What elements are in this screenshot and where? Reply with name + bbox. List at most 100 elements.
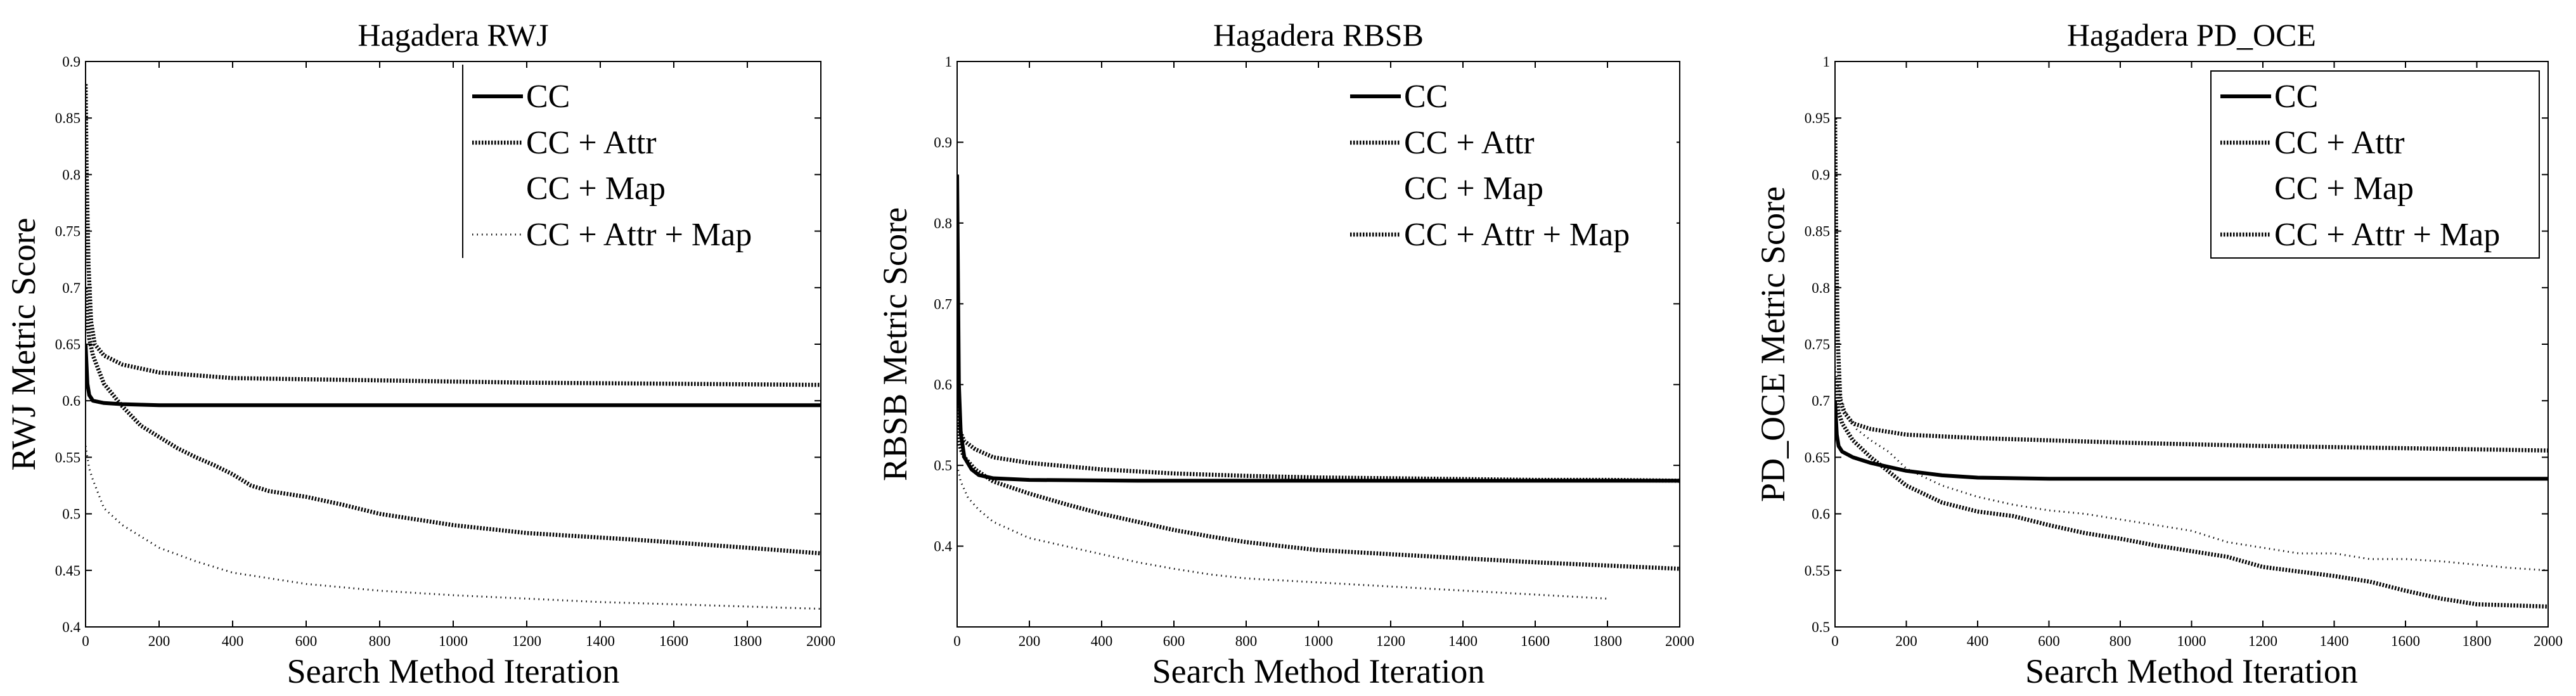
legend-label: CC + Attr + Map — [526, 217, 752, 253]
legend-label: CC + Attr — [1404, 125, 1535, 161]
y-tick-label: 0.6 — [934, 377, 952, 393]
x-tick-label: 1200 — [512, 633, 541, 649]
chart-title: Hagadera PD_OCE — [2067, 17, 2316, 53]
y-tick-label: 0.55 — [1805, 563, 1830, 579]
x-tick-label: 200 — [1019, 633, 1041, 649]
x-axis-label: Search Method Iteration — [1152, 652, 1485, 690]
y-tick-label: 0.95 — [1805, 110, 1830, 126]
x-tick-label: 600 — [295, 633, 318, 649]
series-line-cc-attr-map — [1835, 118, 2548, 453]
series-line-cc — [86, 344, 821, 408]
legend-label: CC — [2274, 79, 2318, 115]
series-line-cc-attr — [1835, 378, 2548, 609]
y-tick-label: 0.65 — [1805, 449, 1830, 465]
x-tick-label: 200 — [148, 633, 171, 649]
chart-title: Hagadera RWJ — [357, 17, 548, 53]
x-tick-label: 1800 — [733, 633, 762, 649]
y-tick-label: 0.9 — [62, 54, 80, 70]
legend-label: CC — [1404, 79, 1448, 115]
series-line-cc-attr — [957, 425, 1680, 571]
legend-border — [2210, 70, 2540, 259]
plot-area — [1835, 118, 2548, 609]
y-tick-label: 0.85 — [1805, 224, 1830, 240]
x-tick-label: 400 — [1091, 633, 1113, 649]
x-tick-label: 1400 — [1448, 633, 1478, 649]
x-tick-label: 800 — [2109, 633, 2132, 649]
series-line-cc — [957, 174, 1680, 483]
y-tick-label: 0.75 — [1805, 337, 1830, 352]
y-tick-label: 0.7 — [934, 296, 952, 312]
y-tick-label: 0.9 — [1812, 167, 1830, 183]
legend-label: CC + Attr + Map — [1404, 217, 1630, 253]
y-tick-label: 0.6 — [1812, 506, 1830, 522]
x-tick-label: 2000 — [806, 633, 835, 649]
chart-panel-2: 0 200 400 600 800 1000 1200 1400 1600 1800 2000 0.4… — [876, 17, 1694, 690]
x-tick-label: 1600 — [1521, 633, 1550, 649]
x-tick-label: 2000 — [2534, 633, 2563, 649]
legend-label: CC + Attr — [2274, 125, 2405, 161]
legend: CC CC + Attr CC + Map CC + Attr + Map — [2210, 70, 2540, 259]
y-tick-label: 0.4 — [934, 539, 952, 555]
legend-label: CC + Map — [1404, 171, 1543, 207]
legend-background — [463, 74, 799, 258]
x-tick-label: 1000 — [1304, 633, 1333, 649]
y-tick-label: 0.45 — [55, 563, 80, 579]
plot-area — [957, 174, 1680, 600]
x-axis-label: Search Method Iteration — [2025, 652, 2358, 690]
y-tick-label: 0.4 — [62, 619, 80, 635]
y-tick-label: 1 — [1823, 54, 1831, 70]
y-tick-label: 0.7 — [1812, 393, 1830, 409]
chart-title: Hagadera RBSB — [1213, 17, 1424, 53]
y-tick-label: 0.75 — [55, 224, 80, 240]
y-tick-label: 0.7 — [62, 280, 80, 296]
y-tick-label: 0.85 — [55, 110, 80, 126]
x-tick-label: 0 — [1831, 633, 1839, 649]
y-tick-label: 0.9 — [934, 134, 952, 150]
x-tick-label: 1600 — [2391, 633, 2420, 649]
series-line-unlabeled-4 — [957, 465, 1608, 600]
y-axis-label: RWJ Metric Score — [4, 218, 42, 471]
x-tick-label: 800 — [369, 633, 391, 649]
x-axis-label: Search Method Iteration — [287, 652, 620, 690]
y-tick-label: 0.5 — [934, 458, 952, 474]
x-tick-label: 1000 — [439, 633, 468, 649]
x-tick-label: 400 — [222, 633, 244, 649]
x-tick-label: 800 — [1235, 633, 1258, 649]
x-tick-label: 1400 — [586, 633, 615, 649]
series-line-cc-attr-map — [86, 446, 821, 610]
x-tick-label: 0 — [82, 633, 89, 649]
legend-background — [1341, 74, 1677, 258]
legend-label: CC + Map — [526, 171, 666, 207]
x-tick-label: 600 — [1163, 633, 1185, 649]
y-tick-label: 0.55 — [55, 449, 80, 465]
x-tick-label: 600 — [2038, 633, 2060, 649]
x-tick-label: 2000 — [1665, 633, 1694, 649]
series-line-unlabeled-4 — [1835, 366, 2548, 572]
y-tick-label: 0.65 — [55, 337, 80, 352]
legend-background — [2211, 71, 2539, 258]
plot-area — [86, 84, 821, 610]
y-axis-label: RBSB Metric Score — [876, 207, 914, 481]
y-tick-label: 0.6 — [62, 393, 80, 409]
chart-panel-3: 0 200 400 600 800 1000 1200 1400 1600 1800 2000 0.5… — [1754, 17, 2563, 690]
legend-label: CC + Attr — [526, 125, 657, 161]
x-tick-label: 1600 — [659, 633, 688, 649]
legend: CC CC + Attr CC + Map CC + Attr + Map — [462, 65, 799, 258]
y-tick-label: 1 — [945, 54, 953, 70]
x-tick-label: 1000 — [2177, 633, 2206, 649]
x-tick-label: 1800 — [2463, 633, 2492, 649]
x-tick-label: 400 — [1967, 633, 1989, 649]
x-tick-label: 1200 — [1376, 633, 1405, 649]
series-line-cc — [1835, 401, 2548, 481]
x-tick-label: 1800 — [1593, 633, 1622, 649]
y-tick-label: 0.8 — [62, 167, 80, 183]
legend-label: CC — [526, 79, 570, 115]
y-tick-label: 0.5 — [1812, 619, 1830, 635]
legend-label: CC + Attr + Map — [2274, 217, 2500, 253]
y-tick-label: 0.8 — [934, 216, 952, 231]
x-tick-label: 0 — [953, 633, 961, 649]
y-tick-label: 0.5 — [62, 506, 80, 522]
x-tick-label: 1400 — [2320, 633, 2349, 649]
legend: CC CC + Attr CC + Map CC + Attr + Map — [1341, 74, 1677, 258]
